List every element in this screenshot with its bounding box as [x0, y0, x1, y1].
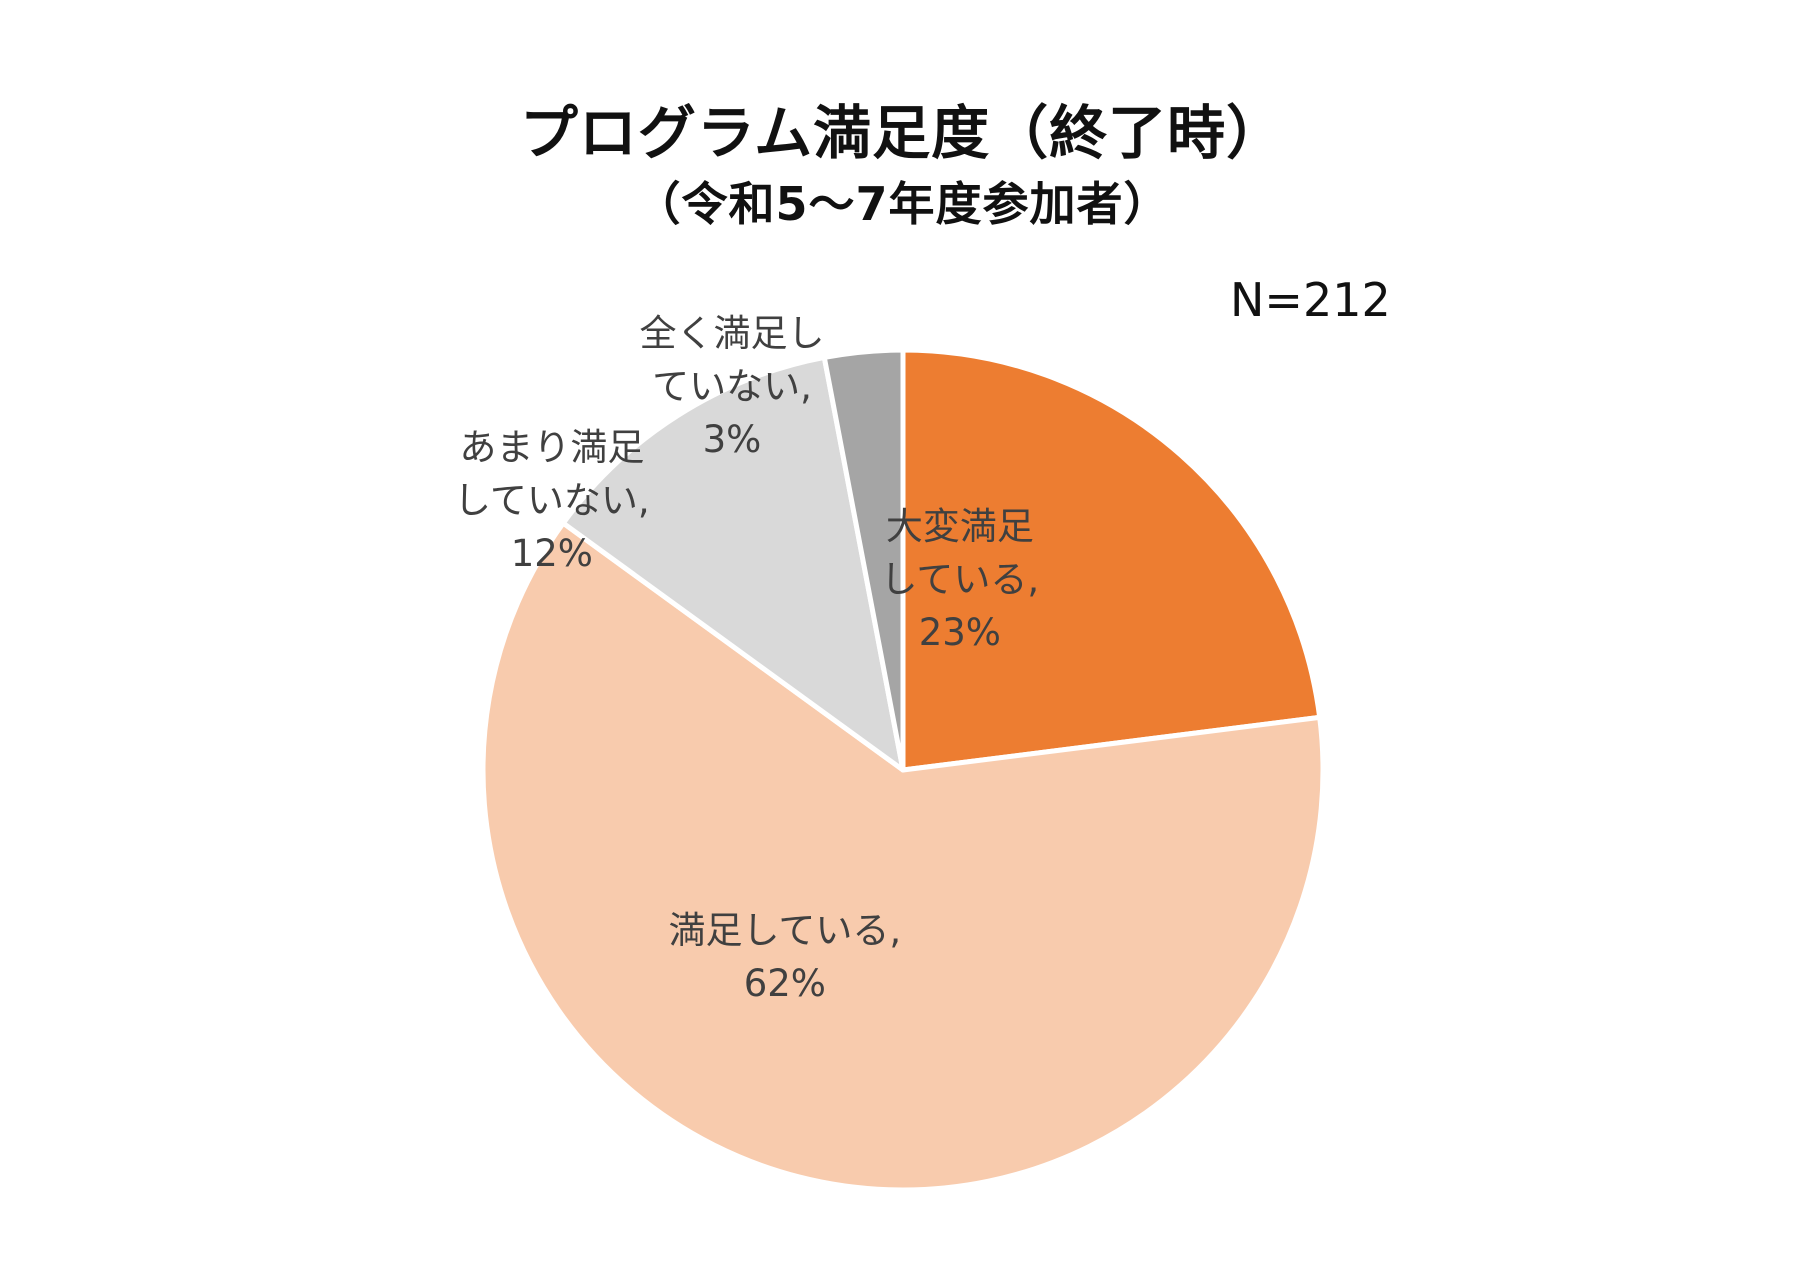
pie-slice-very-satisfied [900, 347, 1323, 773]
slice-label-line: していない, [454, 479, 650, 522]
slice-label-line: あまり満足 [459, 426, 645, 469]
slice-label-not-at-all-satisfied: 全く満足し ていない, 3% [640, 307, 825, 466]
slice-value-label: 23% [918, 611, 1001, 654]
pie-slice-satisfied [480, 520, 1326, 1193]
pie-slice-not-at-all-satisfied [821, 347, 906, 773]
slice-label-very-satisfied: 大変満足 している, 23% [881, 500, 1040, 659]
pie-slice-not-very-satisfied [560, 354, 906, 773]
slice-label-line: 満足している, [668, 909, 902, 952]
slice-label-line: 大変満足 [885, 505, 1034, 548]
chart-title: プログラム満足度（終了時） [519, 99, 1286, 167]
slice-value-label: 3% [702, 418, 762, 461]
slice-value-label: 62% [743, 962, 826, 1005]
slice-value-label: 12% [510, 532, 593, 575]
slice-label-not-very-satisfied: あまり満足 していない, 12% [454, 421, 650, 580]
slice-label-line: ていない, [652, 365, 812, 408]
chart-subtitle: （令和5～7年度参加者） [634, 177, 1171, 231]
slice-label-line: している, [880, 558, 1040, 601]
sample-size-label: N=212 [1230, 273, 1391, 327]
slice-label-line: 全く満足し [639, 312, 825, 355]
slice-label-satisfied: 満足している, 62% [669, 904, 902, 1010]
